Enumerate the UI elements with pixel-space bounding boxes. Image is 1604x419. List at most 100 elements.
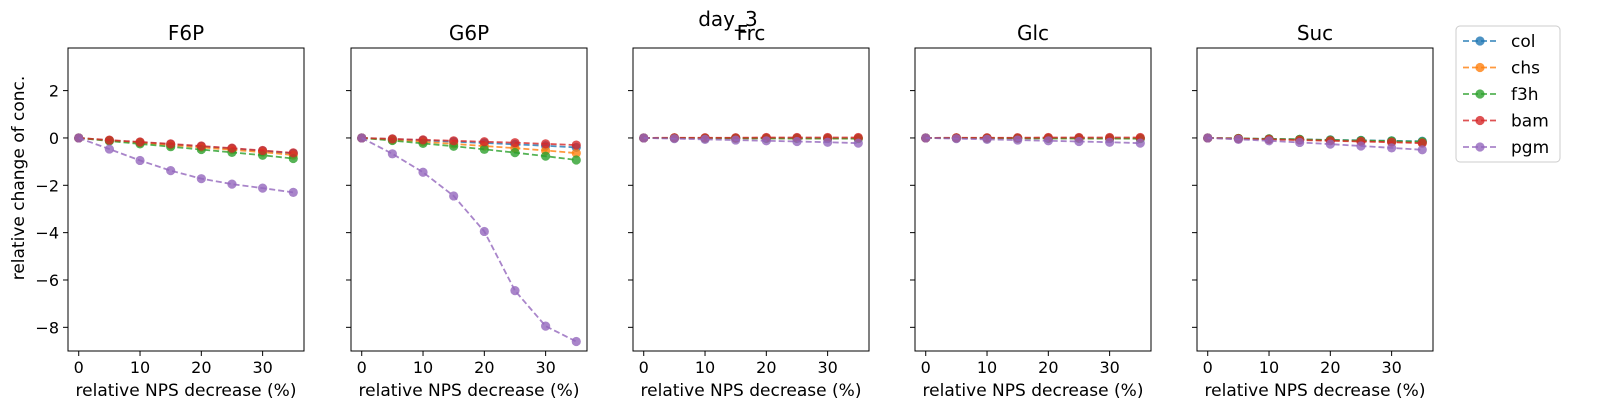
legend-label: f3h	[1511, 85, 1539, 105]
panel-title: F6P	[168, 21, 204, 45]
data-point-pgm	[571, 336, 581, 347]
data-point-f3h	[541, 151, 551, 161]
data-point-pgm	[196, 174, 206, 184]
data-point-pgm	[1135, 138, 1145, 148]
x-tick-label: 20	[756, 358, 776, 377]
data-point-bam	[479, 137, 489, 147]
data-point-bam	[571, 140, 581, 150]
legend-entry-f3h: f3h	[1463, 85, 1539, 105]
data-point-pgm	[357, 133, 367, 143]
data-point-f3h	[510, 148, 520, 158]
x-tick-label: 10	[695, 358, 715, 377]
legend-marker	[1475, 62, 1485, 73]
series-pgm	[639, 133, 863, 148]
legend-marker	[1475, 142, 1485, 152]
series-pgm	[921, 133, 1145, 148]
data-point-bam	[135, 137, 145, 147]
data-point-pgm	[853, 138, 863, 148]
legend-box	[1455, 25, 1561, 163]
legend-entry-pgm: pgm	[1463, 138, 1549, 158]
series-pgm	[74, 133, 298, 197]
data-point-pgm	[541, 321, 551, 331]
y-tick-label: −2	[35, 176, 59, 195]
data-point-chs	[571, 148, 581, 158]
series-bam	[357, 133, 581, 150]
data-point-pgm	[479, 226, 489, 237]
data-point-pgm	[639, 133, 649, 143]
data-point-bam	[449, 136, 459, 146]
data-point-bam	[196, 141, 206, 151]
data-point-bam	[166, 139, 176, 149]
data-point-bam	[418, 135, 428, 145]
data-point-pgm	[1233, 134, 1243, 144]
y-tick-label: −8	[35, 318, 59, 337]
data-point-pgm	[135, 155, 145, 166]
data-point-pgm	[387, 149, 397, 159]
data-point-pgm	[418, 167, 428, 177]
axes-frame	[632, 47, 870, 352]
data-point-pgm	[1295, 137, 1305, 148]
data-point-pgm	[1074, 136, 1084, 147]
series-line-pgm	[361, 137, 577, 343]
data-point-pgm	[1043, 136, 1053, 146]
data-point-pgm	[510, 286, 520, 296]
data-point-pgm	[227, 179, 237, 189]
y-axis-label: relative change of conc.	[9, 76, 29, 281]
data-point-pgm	[166, 166, 176, 176]
x-axis-label: relative NPS decrease (%)	[923, 381, 1144, 401]
data-point-bam	[258, 145, 268, 156]
panel-title: Suc	[1297, 21, 1333, 45]
data-point-pgm	[1417, 145, 1427, 155]
x-tick-label: 30	[1099, 358, 1119, 377]
data-point-bam	[1417, 138, 1427, 148]
x-axis-label: relative NPS decrease (%)	[359, 381, 580, 401]
data-point-pgm	[1325, 139, 1335, 149]
data-point-pgm	[74, 133, 84, 143]
data-point-pgm	[1203, 133, 1213, 143]
panel-suc: Suc 0 10 20 30 relative NPS decrease (%)	[1192, 21, 1434, 401]
legend-entry-col: col	[1463, 32, 1535, 52]
legend: col chs f3h bam pgm	[1455, 25, 1561, 163]
panel-g6p: G6P 0 10 20 30 relative NPS decrease (%)	[346, 21, 588, 401]
data-point-pgm	[982, 134, 992, 144]
data-point-pgm	[1356, 141, 1366, 151]
data-point-f3h	[479, 144, 489, 154]
x-axis-label: relative NPS decrease (%)	[641, 381, 862, 401]
legend-label: chs	[1511, 59, 1540, 79]
x-tick-label: 0	[1203, 358, 1213, 377]
legend-entry-bam: bam	[1463, 112, 1549, 132]
y-tick-label: 0	[49, 129, 59, 148]
data-point-pgm	[1387, 143, 1397, 153]
data-point-pgm	[288, 187, 298, 197]
legend-label: col	[1511, 32, 1535, 52]
panel-frc: Frc 0 10 20 30 relative NPS decrease (%)	[628, 21, 870, 401]
data-point-pgm	[921, 133, 931, 143]
data-point-bam	[288, 148, 298, 158]
data-point-bam	[104, 135, 114, 145]
panel-title: Frc	[737, 21, 766, 45]
axes-frame	[67, 47, 305, 352]
series-pgm	[357, 133, 581, 347]
legend-marker	[1475, 36, 1485, 46]
data-point-pgm	[104, 144, 114, 154]
x-tick-label: 10	[130, 358, 150, 377]
data-point-bam	[510, 138, 520, 148]
data-point-bam	[541, 139, 551, 149]
x-tick-label: 30	[535, 358, 555, 377]
data-point-pgm	[731, 135, 741, 145]
data-point-pgm	[449, 191, 459, 201]
data-point-pgm	[669, 134, 679, 144]
data-point-pgm	[823, 137, 833, 147]
series-bam	[74, 133, 298, 158]
y-tick-label: −4	[35, 224, 59, 243]
panel-glc: Glc 0 10 20 30 relative NPS decrease (%)	[910, 21, 1152, 401]
data-point-bam	[227, 143, 237, 153]
x-tick-label: 30	[252, 358, 272, 377]
data-point-pgm	[1013, 135, 1023, 145]
figure-suptitle: day_3	[698, 7, 758, 31]
legend-entry-chs: chs	[1463, 59, 1540, 79]
data-point-pgm	[951, 134, 961, 144]
